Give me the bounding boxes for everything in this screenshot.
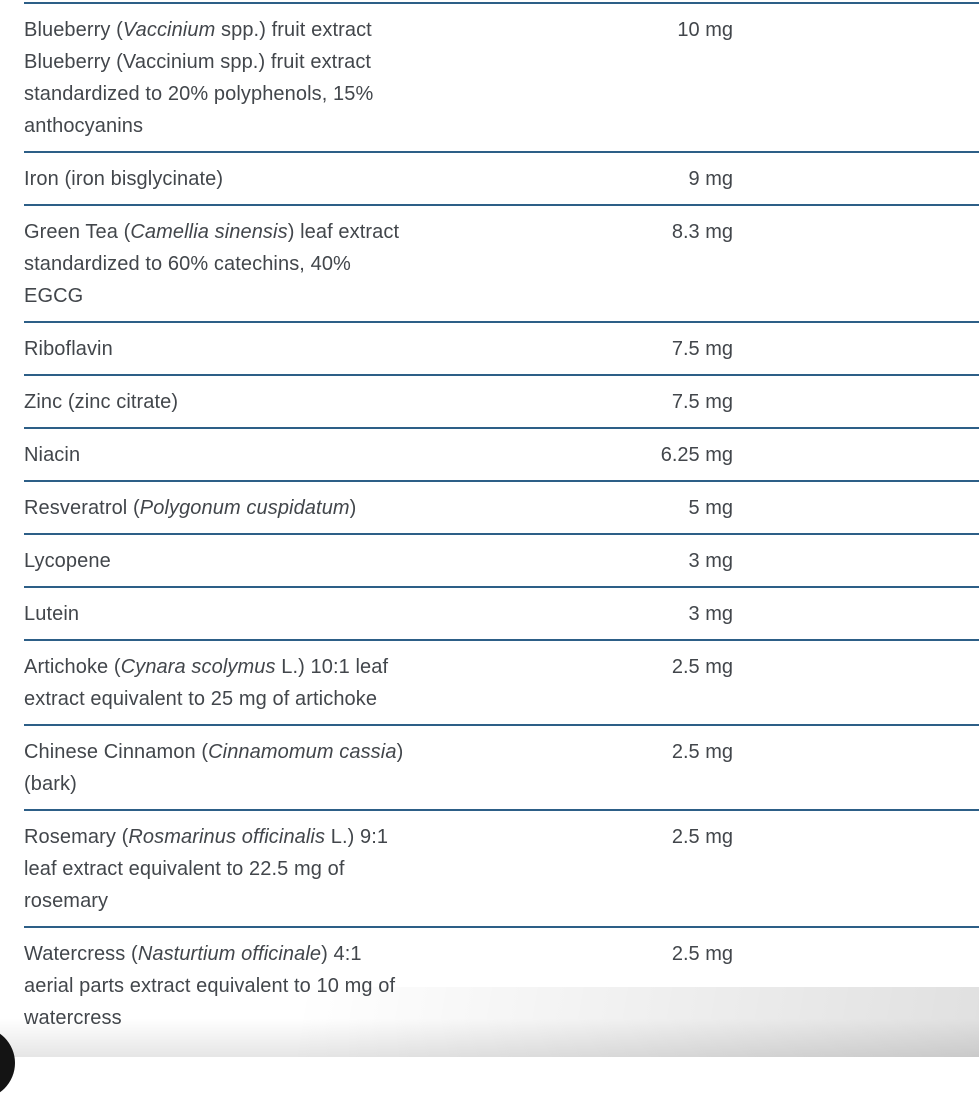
ingredient-name: Green Tea (Camellia sinensis) leaf extra…	[24, 221, 400, 307]
ingredient-row: Green Tea (Camellia sinensis) leaf extra…	[24, 206, 979, 323]
ingredient-amount: 7.5 mg	[671, 338, 733, 360]
floating-widget-edge[interactable]	[0, 1027, 15, 1099]
ingredient-amount: 2.5 mg	[671, 943, 733, 965]
ingredient-name: Watercress (Nasturtium officinale) 4:1 a…	[24, 943, 396, 1029]
ingredient-name: Blueberry (Vaccinium spp.) fruit extract…	[24, 19, 374, 137]
ingredient-row: Lycopene 3 mg	[24, 535, 979, 588]
ingredient-amount: 7.5 mg	[671, 391, 733, 413]
ingredient-row: Chinese Cinnamon (Cinnamomum cassia) (ba…	[24, 726, 979, 811]
ingredient-name: Resveratrol (Polygonum cuspidatum)	[24, 497, 357, 519]
ingredient-name: Lutein	[24, 603, 80, 625]
ingredient-amount: 6.25 mg	[660, 444, 733, 466]
ingredient-amount: 3 mg	[688, 603, 733, 625]
ingredient-amount: 8.3 mg	[671, 221, 733, 243]
ingredient-amount: 2.5 mg	[671, 656, 733, 678]
ingredient-row: Zinc (zinc citrate) 7.5 mg	[24, 376, 979, 429]
ingredient-row: Blueberry (Vaccinium spp.) fruit extract…	[24, 4, 979, 153]
ingredient-amount: 2.5 mg	[671, 741, 733, 763]
ingredient-row: Iron (iron bisglycinate) 9 mg	[24, 153, 979, 206]
ingredient-row: Resveratrol (Polygonum cuspidatum) 5 mg	[24, 482, 979, 535]
ingredient-row: Lutein 3 mg	[24, 588, 979, 641]
ingredient-amount: 9 mg	[688, 168, 733, 190]
ingredient-amount: 10 mg	[677, 19, 733, 41]
ingredient-name: Zinc (zinc citrate)	[24, 391, 179, 413]
ingredient-amount: 3 mg	[688, 550, 733, 572]
ingredient-row: Riboflavin 7.5 mg	[24, 323, 979, 376]
ingredient-name: Niacin	[24, 444, 81, 466]
ingredient-table: Blueberry (Vaccinium spp.) fruit extract…	[24, 2, 979, 1043]
ingredient-name: Chinese Cinnamon (Cinnamomum cassia) (ba…	[24, 741, 404, 795]
ingredient-name: Iron (iron bisglycinate)	[24, 168, 224, 190]
ingredient-name: Lycopene	[24, 550, 111, 572]
ingredient-amount: 5 mg	[688, 497, 733, 519]
ingredient-amount: 2.5 mg	[671, 826, 733, 848]
ingredient-name: Riboflavin	[24, 338, 113, 360]
ingredient-name: Artichoke (Cynara scolymus L.) 10:1 leaf…	[24, 656, 389, 710]
ingredient-name: Rosemary (Rosmarinus officinalis L.) 9:1…	[24, 826, 389, 912]
ingredient-row: Rosemary (Rosmarinus officinalis L.) 9:1…	[24, 811, 979, 928]
ingredient-row: Watercress (Nasturtium officinale) 4:1 a…	[24, 928, 979, 1043]
ingredient-row: Niacin 6.25 mg	[24, 429, 979, 482]
ingredient-row: Artichoke (Cynara scolymus L.) 10:1 leaf…	[24, 641, 979, 726]
